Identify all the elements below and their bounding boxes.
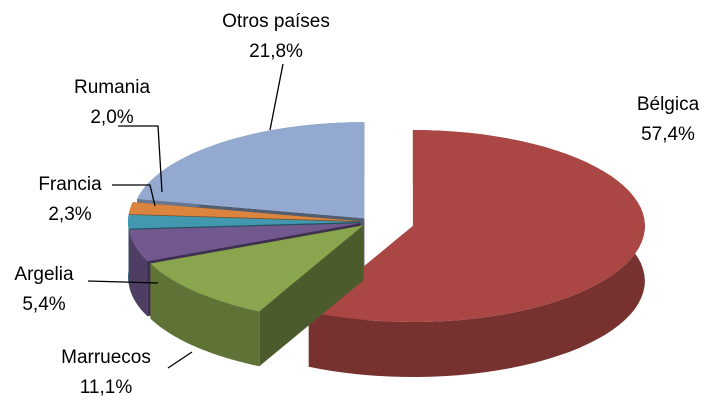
slice-value: 2,0% — [90, 107, 133, 128]
slice-label: Marruecos — [61, 347, 151, 368]
slice-label: Argelia — [14, 264, 74, 285]
leader-line — [167, 351, 193, 369]
slice-wall — [128, 229, 148, 317]
pie-slice — [150, 225, 364, 367]
slice-value: 2,3% — [48, 204, 91, 225]
slice-value: 21,8% — [249, 41, 303, 62]
slice-value: 11,1% — [80, 377, 133, 398]
slice-label: Francia — [38, 174, 102, 195]
slice-top — [128, 202, 361, 222]
slice-label: Bélgica — [637, 94, 700, 115]
slice-label: Otros países — [222, 11, 330, 32]
slice-label: Rumania — [74, 77, 150, 98]
slice-wall — [150, 263, 260, 367]
slice-value: 5,4% — [22, 294, 65, 315]
slice-top — [128, 223, 361, 262]
leader-line — [87, 280, 159, 284]
leader-line — [269, 63, 284, 131]
slice-value: 57,4% — [641, 124, 695, 145]
slice-top — [128, 214, 360, 229]
leader-line — [112, 184, 156, 207]
slice-top — [137, 122, 365, 219]
slice-top — [150, 225, 364, 312]
leader-line — [118, 125, 163, 193]
slice-top — [308, 130, 645, 322]
pie-slice — [308, 130, 645, 377]
